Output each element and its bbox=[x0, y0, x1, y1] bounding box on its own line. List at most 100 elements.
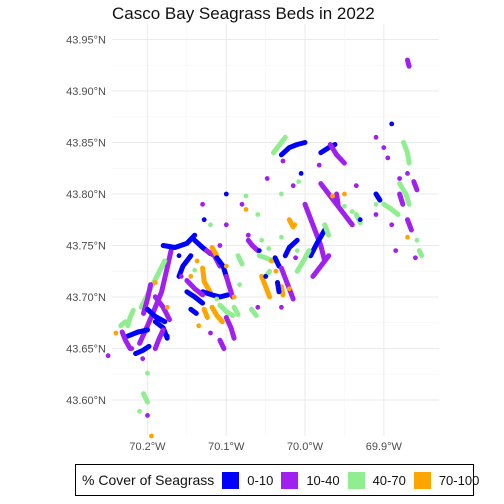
legend-label-70-100: 70-100 bbox=[438, 472, 480, 488]
seagrass-patch-70-100 bbox=[149, 433, 154, 439]
lat-tick-label: 43.80°N bbox=[66, 189, 106, 201]
seagrass-patch-10-40 bbox=[293, 255, 298, 261]
seagrass-bed-10-40 bbox=[184, 278, 206, 298]
seagrass-bed-70-100 bbox=[209, 245, 220, 259]
seagrass-patch-40-70 bbox=[192, 267, 198, 273]
seagrass-bed-10-40 bbox=[310, 253, 332, 279]
legend-key-10-40 bbox=[281, 471, 299, 489]
lat-tick-label: 43.65°N bbox=[66, 343, 106, 355]
seagrass-bed-40-70 bbox=[217, 302, 236, 318]
seagrass-patch-70-100 bbox=[194, 258, 200, 264]
seagrass-patch-40-70 bbox=[296, 179, 302, 185]
seagrass-bed-70-100 bbox=[209, 304, 225, 325]
lat-tick-label: 43.90°N bbox=[66, 86, 106, 98]
seagrass-patch-70-100 bbox=[196, 323, 202, 329]
seagrass-bed-10-40 bbox=[405, 217, 414, 233]
lon-tick-label: 69.9°W bbox=[366, 441, 403, 453]
seagrass-bed-40-70 bbox=[118, 319, 128, 329]
seagrass-patch-10-40 bbox=[208, 330, 213, 336]
seagrass-patch-40-70 bbox=[137, 408, 143, 414]
seagrass-bed-40-70 bbox=[235, 253, 245, 267]
seagrass-patch-0-10 bbox=[298, 171, 304, 176]
seagrass-patch-10-40 bbox=[245, 232, 251, 238]
seagrass-bed-40-70 bbox=[271, 134, 288, 156]
lat-tick-label: 43.95°N bbox=[66, 34, 106, 46]
lat-tick-label: 43.75°N bbox=[66, 240, 106, 252]
seagrass-bed-0-10 bbox=[214, 255, 229, 279]
seagrass-bed-10-40 bbox=[141, 282, 154, 316]
seagrass-patch-0-10 bbox=[223, 191, 229, 197]
seagrass-bed-10-40 bbox=[411, 179, 420, 193]
lon-tick-label: 70.0°W bbox=[287, 441, 324, 453]
seagrass-patch-40-70 bbox=[294, 248, 300, 254]
seagrass-bed-10-40 bbox=[223, 315, 237, 341]
seagrass-bed-0-10 bbox=[160, 232, 198, 250]
seagrass-bed-0-10 bbox=[373, 191, 383, 203]
seagrass-patch-10-40 bbox=[290, 183, 296, 189]
seagrass-bed-40-70 bbox=[381, 201, 401, 217]
seagrass-patch-40-70 bbox=[349, 209, 355, 214]
seagrass-patch-10-40 bbox=[152, 346, 158, 351]
seagrass-patch-10-40 bbox=[129, 346, 135, 351]
seagrass-patch-70-100 bbox=[330, 193, 335, 199]
legend-label-10-40: 10-40 bbox=[306, 472, 340, 488]
seagrass-bed-0-10 bbox=[176, 253, 194, 279]
seagrass-bed-0-10 bbox=[272, 255, 282, 269]
legend-item-40-70: 40-70 bbox=[347, 471, 406, 489]
seagrass-bed-70-100 bbox=[278, 284, 286, 298]
seagrass-patch-70-100 bbox=[268, 258, 274, 264]
seagrass-bed-70-100 bbox=[201, 306, 210, 320]
seagrass-patch-40-70 bbox=[266, 246, 272, 251]
seagrass-patch-10-40 bbox=[389, 222, 395, 228]
seagrass-patch-0-10 bbox=[164, 333, 170, 339]
seagrass-patch-70-100 bbox=[223, 263, 229, 269]
seagrass-bed-40-70 bbox=[401, 140, 412, 166]
seagrass-patch-10-40 bbox=[373, 212, 379, 217]
seagrass-patch-0-10 bbox=[176, 253, 182, 259]
legend-label-0-10: 0-10 bbox=[247, 472, 274, 488]
seagrass-bed-10-40 bbox=[119, 329, 133, 351]
seagrass-patch-40-70 bbox=[279, 234, 284, 240]
lat-tick-label: 43.60°N bbox=[66, 395, 106, 407]
seagrass-bed-40-70 bbox=[125, 307, 136, 329]
lat-tick-label: 43.85°N bbox=[66, 137, 106, 149]
seagrass-patch-10-40 bbox=[105, 353, 111, 359]
seagrass-patch-0-10 bbox=[201, 217, 207, 223]
seagrass-patch-10-40 bbox=[255, 304, 261, 310]
seagrass-bed-0-10 bbox=[282, 237, 300, 259]
seagrass-patch-70-100 bbox=[164, 304, 170, 310]
seagrass-patch-10-40 bbox=[178, 274, 184, 279]
seagrass-patch-0-10 bbox=[263, 274, 269, 279]
seagrass-bed-0-10 bbox=[125, 327, 150, 339]
seagrass-bed-10-40 bbox=[334, 191, 341, 207]
seagrass-patch-40-70 bbox=[208, 222, 213, 228]
seagrass-patch-40-70 bbox=[342, 203, 347, 209]
seagrass-bed-0-10 bbox=[133, 343, 152, 357]
legend-title: % Cover of Seagrass bbox=[82, 472, 215, 488]
lat-tick-label: 43.70°N bbox=[66, 292, 106, 304]
seagrass-bed-0-10 bbox=[308, 227, 328, 259]
graticule bbox=[112, 24, 439, 436]
seagrass-patch-10-40 bbox=[316, 162, 322, 168]
seagrass-beds bbox=[105, 57, 425, 439]
seagrass-bed-40-70 bbox=[249, 306, 259, 318]
seagrass-patch-70-100 bbox=[243, 207, 249, 212]
seagrass-bed-10-40 bbox=[278, 265, 296, 302]
seagrass-patch-10-40 bbox=[145, 413, 150, 418]
seagrass-patch-40-70 bbox=[255, 212, 261, 217]
plot-panel bbox=[112, 24, 439, 436]
seagrass-patch-10-40 bbox=[405, 171, 410, 176]
seagrass-bed-10-40 bbox=[217, 337, 227, 351]
seagrass-patch-40-70 bbox=[237, 282, 243, 287]
seagrass-bed-10-40 bbox=[302, 201, 328, 264]
seagrass-patch-10-40 bbox=[223, 222, 229, 228]
seagrass-patch-0-10 bbox=[389, 121, 395, 127]
seagrass-bed-0-10 bbox=[278, 140, 308, 158]
legend-key-0-10 bbox=[222, 471, 240, 489]
seagrass-patch-10-40 bbox=[239, 201, 245, 207]
seagrass-patch-40-70 bbox=[414, 237, 420, 243]
seagrass-patch-70-100 bbox=[152, 280, 158, 285]
seagrass-patch-10-40 bbox=[280, 158, 286, 164]
seagrass-patch-40-70 bbox=[145, 370, 150, 376]
